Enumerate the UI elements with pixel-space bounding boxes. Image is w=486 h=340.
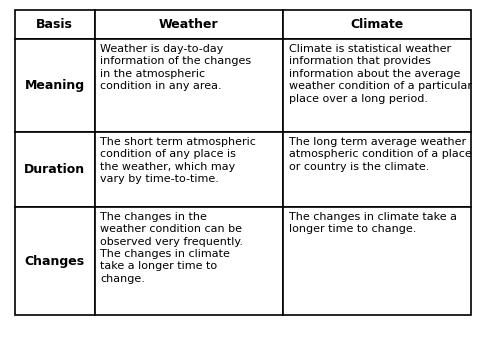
Bar [94,10,283,39]
Bar [283,39,471,132]
Bar [283,132,471,207]
Text: Climate: Climate [350,18,404,31]
Text: Basis: Basis [36,18,73,31]
Bar [15,207,94,316]
Bar [15,39,94,132]
Text: The short term atmospheric
condition of any place is
the weather, which may
vary: The short term atmospheric condition of … [100,137,256,184]
Text: Weather: Weather [159,18,219,31]
Bar [15,132,94,207]
Text: Climate is statistical weather
information that provides
information about the a: Climate is statistical weather informati… [289,44,472,104]
Bar [94,207,283,316]
Text: Weather is day-to-day
information of the changes
in the atmospheric
condition in: Weather is day-to-day information of the… [100,44,251,91]
Text: Duration: Duration [24,163,85,176]
Bar [283,10,471,39]
Text: The changes in climate take a
longer time to change.: The changes in climate take a longer tim… [289,212,457,234]
Text: The long term average weather
atmospheric condition of a place
or country is the: The long term average weather atmospheri… [289,137,471,172]
Text: Meaning: Meaning [24,79,85,92]
Text: The changes in the
weather condition can be
observed very frequently.
The change: The changes in the weather condition can… [100,212,243,284]
Text: Changes: Changes [24,255,85,268]
Bar [15,10,94,39]
Bar [94,132,283,207]
Bar [283,207,471,316]
Bar [94,39,283,132]
